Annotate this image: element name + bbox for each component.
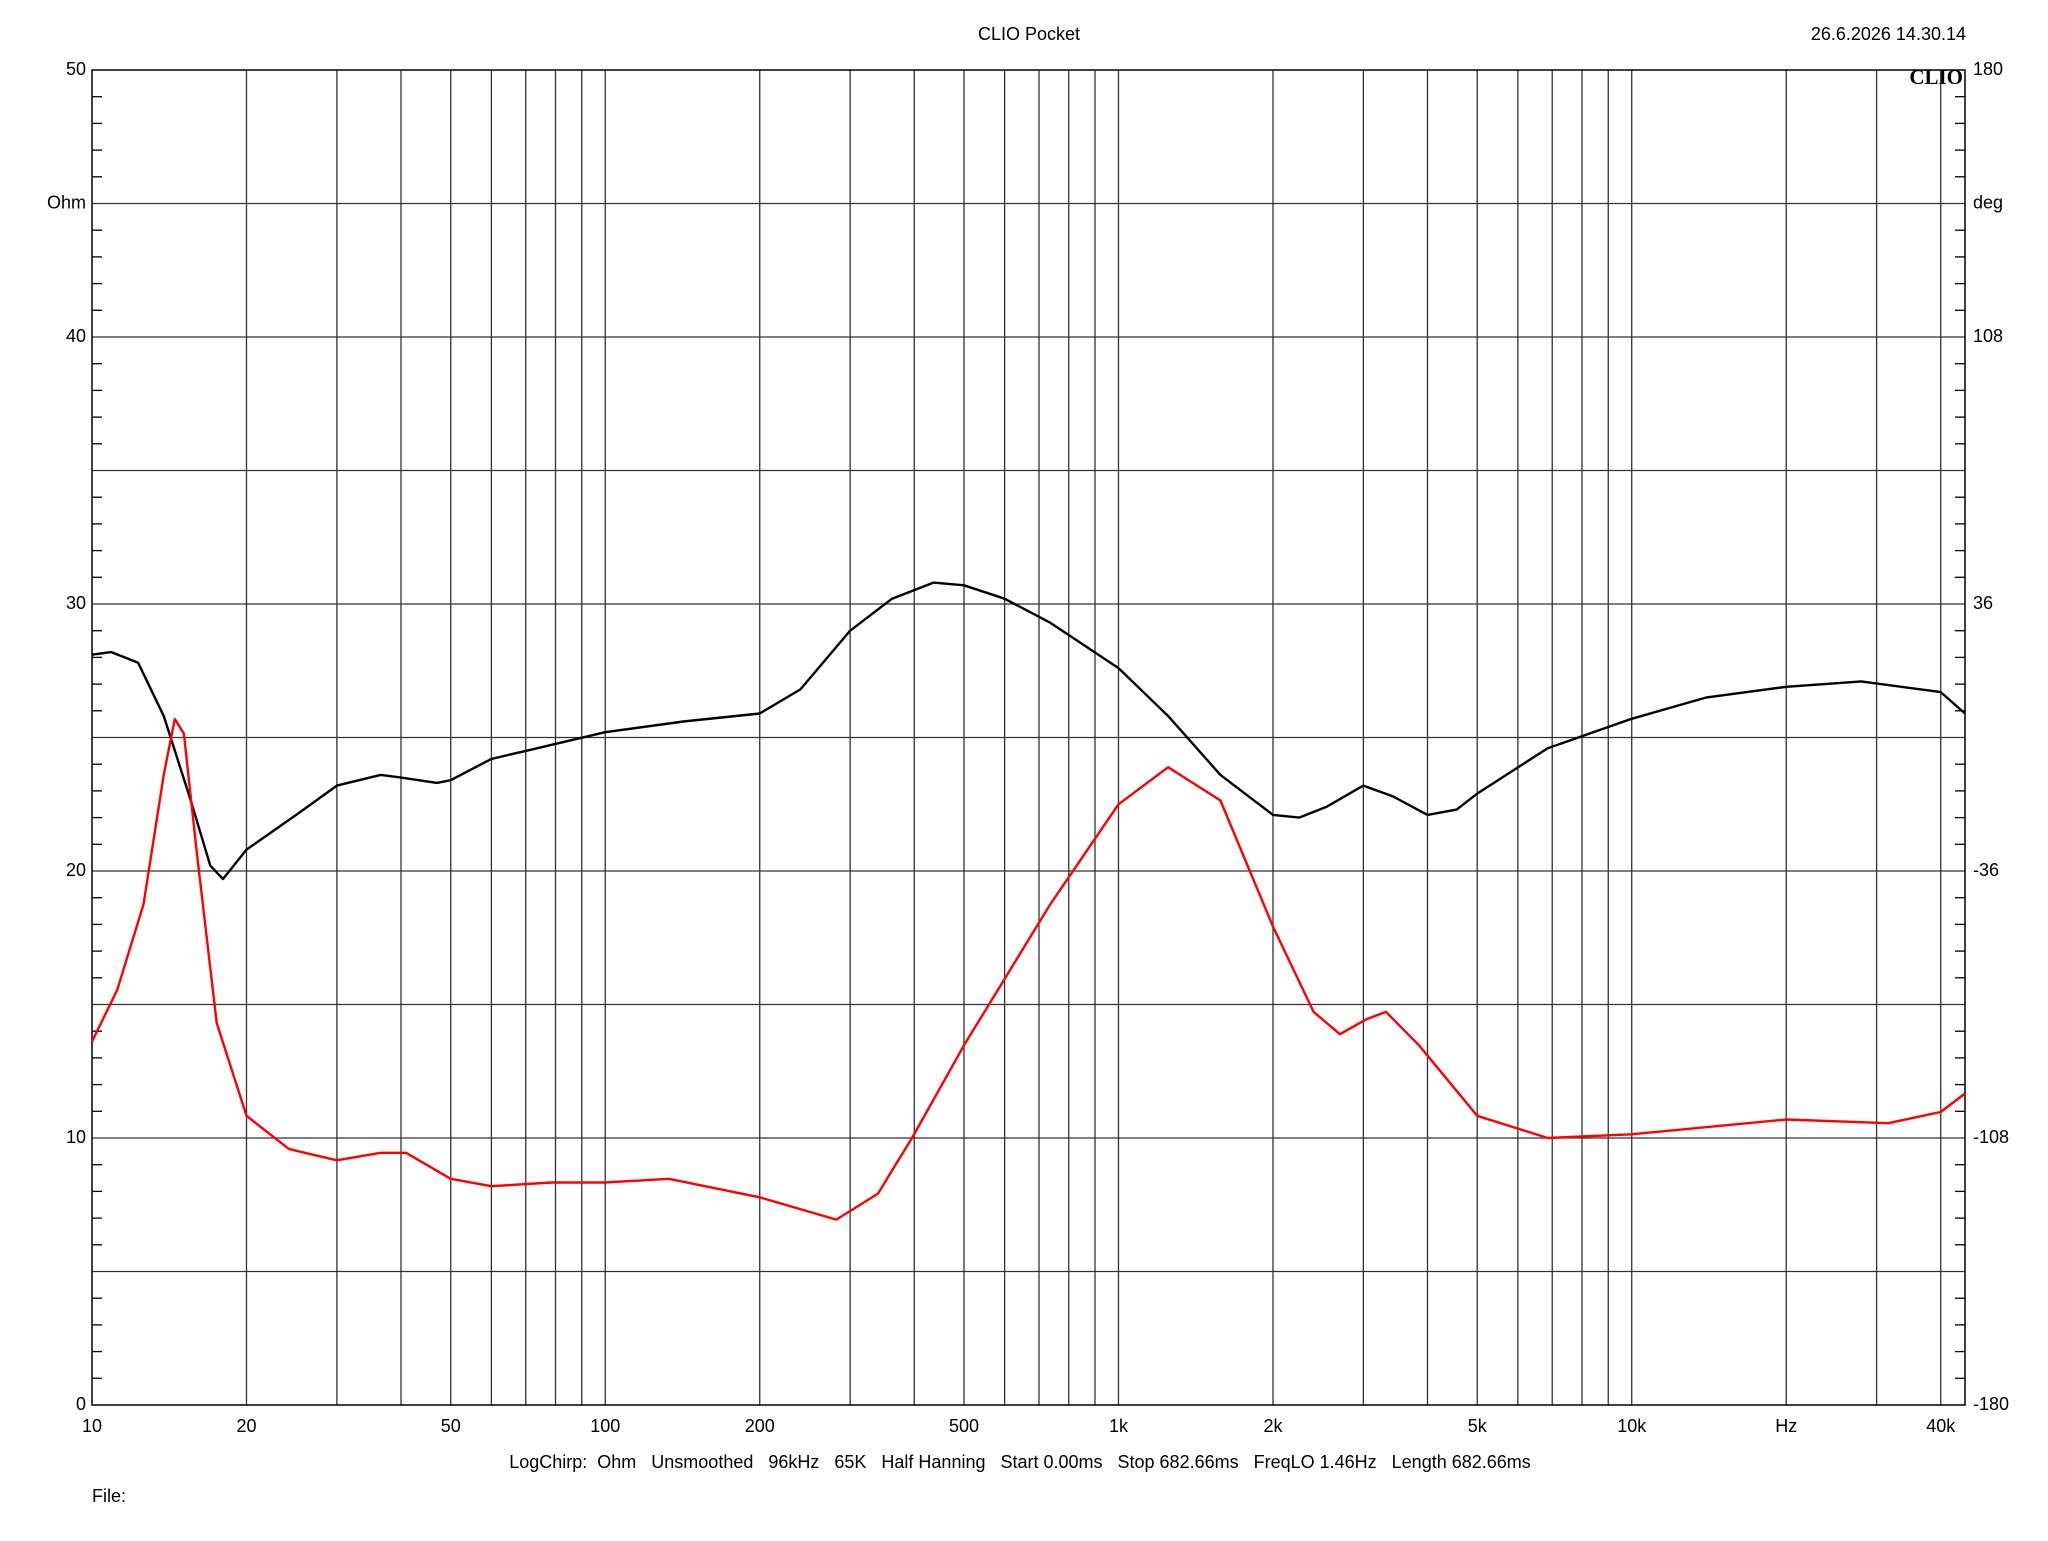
y2-tick-label: -36 bbox=[1973, 860, 1999, 880]
y-tick-label: Ohm bbox=[47, 192, 86, 212]
x-tick-label: 100 bbox=[590, 1416, 620, 1436]
x-tick-label: 200 bbox=[745, 1416, 775, 1436]
y-tick-label: 0 bbox=[76, 1394, 86, 1414]
timestamp: 26.6.2026 14.30.14 bbox=[1811, 24, 1966, 44]
y2-tick-label: deg bbox=[1973, 192, 2003, 212]
y2-tick-label: -180 bbox=[1973, 1394, 2009, 1414]
x-tick-label: 5k bbox=[1468, 1416, 1488, 1436]
x-tick-label: 10 bbox=[82, 1416, 102, 1436]
file-label: File: bbox=[92, 1486, 126, 1506]
y2-tick-label: 180 bbox=[1973, 59, 2003, 79]
y-tick-label: 30 bbox=[66, 593, 86, 613]
x-tick-label: 2k bbox=[1263, 1416, 1283, 1436]
x-tick-label: 20 bbox=[236, 1416, 256, 1436]
series-line bbox=[91, 581, 1966, 881]
y2-tick-label: 36 bbox=[1973, 593, 1993, 613]
y2-tick-label: -108 bbox=[1973, 1127, 2009, 1147]
x-tick-label: 10k bbox=[1617, 1416, 1647, 1436]
series-line bbox=[90, 717, 1966, 1221]
x-tick-label: 40k bbox=[1926, 1416, 1956, 1436]
y2-tick-label: 108 bbox=[1973, 326, 2003, 346]
y-tick-label: 10 bbox=[66, 1127, 86, 1147]
y-tick-label: 40 bbox=[66, 326, 86, 346]
x-tick-label: Hz bbox=[1775, 1416, 1797, 1436]
logo: CLIO bbox=[1909, 65, 1963, 89]
plot-frame bbox=[91, 69, 1966, 1406]
y-tick-label: 20 bbox=[66, 860, 86, 880]
x-tick-label: 500 bbox=[949, 1416, 979, 1436]
footer: LogChirp: Ohm Unsmoothed 96kHz 65K Half … bbox=[509, 1452, 1531, 1472]
x-tick-label: 50 bbox=[441, 1416, 461, 1436]
x-tick-label: 1k bbox=[1109, 1416, 1129, 1436]
y-tick-label: 50 bbox=[66, 59, 86, 79]
chart-title: CLIO Pocket bbox=[978, 24, 1080, 44]
